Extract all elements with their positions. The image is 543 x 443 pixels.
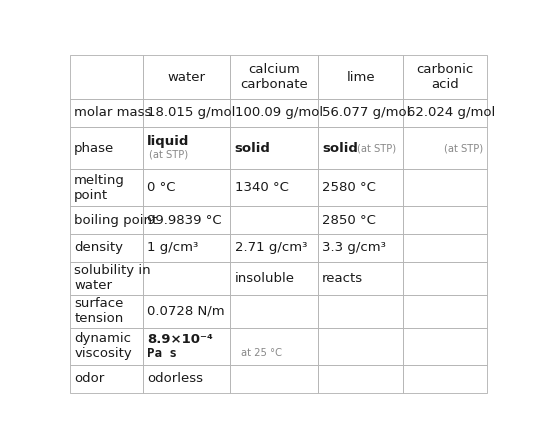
Bar — [403, 169, 487, 206]
Bar — [143, 127, 230, 169]
Text: at 25 °C: at 25 °C — [241, 348, 282, 358]
Text: 99.9839 °C: 99.9839 °C — [147, 214, 222, 226]
Bar — [143, 55, 230, 99]
Bar — [318, 234, 403, 261]
Bar — [230, 234, 318, 261]
Bar — [403, 261, 487, 295]
Text: calcium
carbonate: calcium carbonate — [240, 63, 308, 91]
Bar — [230, 261, 318, 295]
Bar — [403, 127, 487, 169]
Text: (at STP): (at STP) — [444, 143, 483, 153]
Bar — [143, 365, 230, 392]
Bar — [70, 295, 143, 328]
Text: liquid: liquid — [147, 135, 190, 148]
Text: 0 °C: 0 °C — [147, 181, 175, 194]
Bar — [318, 55, 403, 99]
Bar — [70, 365, 143, 392]
Bar — [230, 55, 318, 99]
Text: 8.9×10⁻⁴: 8.9×10⁻⁴ — [147, 333, 213, 346]
Bar — [318, 261, 403, 295]
Bar — [403, 328, 487, 365]
Bar — [403, 295, 487, 328]
Bar — [403, 55, 487, 99]
Bar — [230, 328, 318, 365]
Bar — [318, 295, 403, 328]
Text: odorless: odorless — [147, 372, 203, 385]
Bar — [70, 261, 143, 295]
Text: (at STP): (at STP) — [149, 149, 188, 159]
Bar — [70, 206, 143, 234]
Bar — [403, 99, 487, 127]
Bar — [230, 169, 318, 206]
Text: water: water — [168, 70, 206, 84]
Text: 2850 °C: 2850 °C — [322, 214, 376, 226]
Text: solid: solid — [235, 142, 270, 155]
Bar — [318, 206, 403, 234]
Text: dynamic
viscosity: dynamic viscosity — [74, 332, 132, 361]
Text: lime: lime — [346, 70, 375, 84]
Text: phase: phase — [74, 142, 115, 155]
Bar — [143, 99, 230, 127]
Text: molar mass: molar mass — [74, 106, 151, 120]
Text: 100.09 g/mol: 100.09 g/mol — [235, 106, 323, 120]
Bar — [403, 365, 487, 392]
Text: surface
tension: surface tension — [74, 297, 124, 325]
Text: 0.0728 N/m: 0.0728 N/m — [147, 305, 225, 318]
Bar — [318, 99, 403, 127]
Text: 2580 °C: 2580 °C — [322, 181, 376, 194]
Text: insoluble: insoluble — [235, 272, 295, 285]
Bar — [230, 127, 318, 169]
Text: melting
point: melting point — [74, 174, 125, 202]
Bar — [230, 206, 318, 234]
Text: reacts: reacts — [322, 272, 363, 285]
Bar — [403, 234, 487, 261]
Bar — [143, 261, 230, 295]
Bar — [318, 328, 403, 365]
Bar — [318, 365, 403, 392]
Text: Pa s: Pa s — [147, 346, 177, 360]
Bar — [318, 127, 403, 169]
Bar — [70, 234, 143, 261]
Text: (at STP): (at STP) — [357, 143, 396, 153]
Text: solubility in
water: solubility in water — [74, 264, 151, 292]
Text: 56.077 g/mol: 56.077 g/mol — [322, 106, 411, 120]
Text: carbonic
acid: carbonic acid — [416, 63, 473, 91]
Bar — [70, 55, 143, 99]
Bar — [70, 169, 143, 206]
Text: odor: odor — [74, 372, 104, 385]
Bar — [143, 234, 230, 261]
Bar — [70, 328, 143, 365]
Text: 62.024 g/mol: 62.024 g/mol — [407, 106, 496, 120]
Bar — [70, 99, 143, 127]
Bar — [230, 295, 318, 328]
Bar — [403, 206, 487, 234]
Bar — [230, 365, 318, 392]
Bar — [143, 169, 230, 206]
Text: 1340 °C: 1340 °C — [235, 181, 288, 194]
Text: boiling point: boiling point — [74, 214, 157, 226]
Bar — [143, 206, 230, 234]
Text: 2.71 g/cm³: 2.71 g/cm³ — [235, 241, 307, 254]
Bar — [70, 127, 143, 169]
Text: density: density — [74, 241, 123, 254]
Text: 3.3 g/cm³: 3.3 g/cm³ — [322, 241, 386, 254]
Bar — [318, 169, 403, 206]
Bar — [143, 295, 230, 328]
Bar — [230, 99, 318, 127]
Text: 18.015 g/mol: 18.015 g/mol — [147, 106, 236, 120]
Text: solid: solid — [322, 142, 358, 155]
Bar — [143, 328, 230, 365]
Text: 1 g/cm³: 1 g/cm³ — [147, 241, 198, 254]
